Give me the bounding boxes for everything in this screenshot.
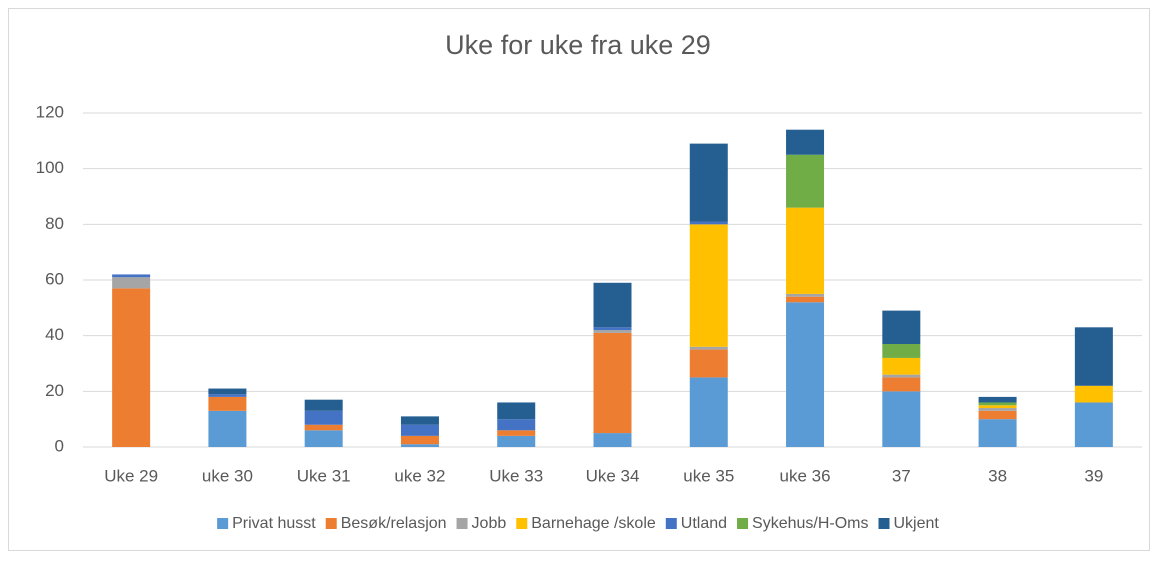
y-tick-label: 80 — [45, 214, 64, 233]
bar-segment — [978, 405, 1017, 409]
bar-segment — [882, 344, 921, 358]
y-tick-label: 100 — [36, 158, 64, 177]
bar-segment — [400, 424, 439, 436]
bar-segment — [304, 430, 343, 447]
legend-swatch — [325, 518, 337, 529]
x-tick-label: uke 30 — [202, 466, 253, 485]
bar-segment — [304, 410, 343, 425]
bar-segment — [112, 274, 151, 278]
x-tick-label: Uke 33 — [489, 466, 543, 485]
bar-segment — [689, 377, 728, 447]
x-tick-label: uke 35 — [683, 466, 734, 485]
bar-segment — [112, 277, 151, 289]
x-tick-label: Uke 29 — [104, 466, 158, 485]
x-tick-label: 37 — [892, 466, 911, 485]
bar-segment — [882, 310, 921, 345]
bar-segment — [1074, 385, 1113, 403]
bar-segment — [1074, 327, 1113, 386]
bar-segment — [497, 402, 536, 420]
bar-segment — [593, 330, 632, 333]
bar-segment — [978, 396, 1017, 403]
bar-segment — [304, 424, 343, 431]
bar-segment — [497, 419, 536, 431]
y-tick-label: 40 — [45, 325, 64, 344]
x-tick-label: Uke 31 — [297, 466, 351, 485]
bar-segment — [400, 435, 439, 445]
bar-segment — [112, 288, 151, 447]
y-tick-label: 20 — [45, 381, 64, 400]
bar-segment — [208, 396, 247, 411]
bar-segment — [882, 391, 921, 447]
legend-swatch — [456, 518, 468, 529]
bar-segment — [882, 357, 921, 375]
bar-segment — [400, 416, 439, 425]
bar-segment — [400, 444, 439, 447]
bar-segment — [689, 143, 728, 222]
bar-segment — [208, 410, 247, 447]
legend-label: Sykehus/H-Oms — [752, 515, 868, 532]
bar-segment — [593, 327, 632, 331]
bar-segment — [882, 374, 921, 378]
y-tick-label: 0 — [55, 436, 64, 455]
bar-segment — [978, 419, 1017, 447]
legend-swatch — [516, 518, 528, 529]
bar-segment — [593, 433, 632, 447]
x-tick-label: uke 36 — [780, 466, 831, 485]
bar-segment — [978, 408, 1017, 411]
legend-label: Privat husst — [232, 515, 316, 532]
legend-swatch — [878, 518, 890, 529]
legend-swatch — [217, 518, 229, 529]
bar-segment — [978, 402, 1017, 406]
bar-segment — [882, 377, 921, 392]
bar-segment — [208, 388, 247, 395]
legend-swatch — [665, 518, 677, 529]
bar-segment — [786, 129, 825, 155]
bar-segment — [786, 207, 825, 294]
bar-segment — [978, 410, 1017, 420]
legend-label: Barnehage /skole — [531, 515, 656, 532]
bar-segment — [1074, 402, 1113, 447]
bar-segment — [786, 154, 825, 208]
y-tick-label: 60 — [45, 269, 64, 288]
legend-swatch — [737, 518, 749, 529]
legend-label: Utland — [681, 515, 727, 532]
bar-segment — [593, 332, 632, 434]
bar-segment — [208, 394, 247, 397]
chart-title: Uke for uke fra uke 29 — [445, 30, 711, 60]
bar-segment — [689, 224, 728, 347]
bar-segment — [304, 399, 343, 411]
legend-label: Jobb — [472, 515, 507, 532]
bar-segment — [497, 435, 536, 447]
bar-segment — [593, 282, 632, 328]
x-tick-label: 38 — [988, 466, 1007, 485]
x-tick-label: 39 — [1084, 466, 1103, 485]
x-tick-label: Uke 34 — [586, 466, 640, 485]
y-tick-label: 120 — [36, 102, 64, 121]
legend-label: Besøk/relasjon — [341, 515, 447, 532]
bar-segment — [786, 296, 825, 303]
bar-segment — [497, 430, 536, 436]
bar-segment — [786, 293, 825, 297]
x-tick-label: uke 32 — [394, 466, 445, 485]
legend-label: Ukjent — [894, 515, 940, 532]
bar-segment — [689, 349, 728, 378]
bar-segment — [689, 221, 728, 225]
bar-segment — [786, 302, 825, 447]
bar-segment — [689, 346, 728, 350]
